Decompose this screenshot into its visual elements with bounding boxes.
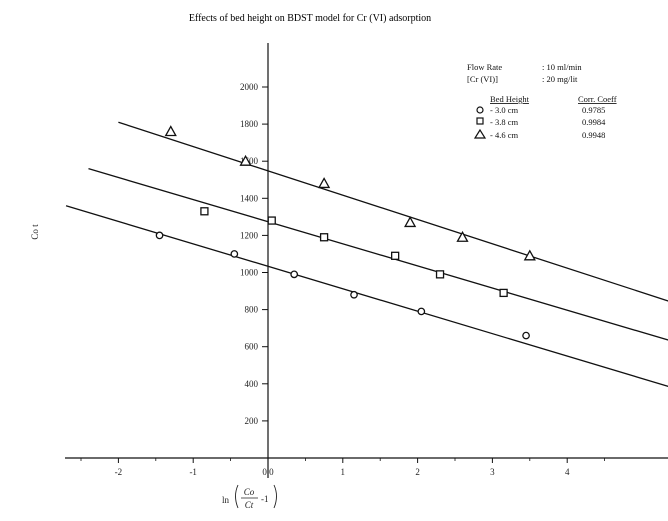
legend-marker-triangle <box>473 128 487 139</box>
y-tick-label: 2000 <box>240 82 259 92</box>
point-series-3 <box>523 249 536 261</box>
legend-marker-circle <box>476 106 484 114</box>
point-series-1 <box>522 331 530 340</box>
fit-line-series-1 <box>65 205 668 388</box>
axes: -2 -1 0.0 1 2 3 4 200 400 600 800 1000 1200 1400 1600 1… <box>65 43 668 478</box>
y-tick-label: 1600 <box>240 156 259 166</box>
x-tick-label: 2 <box>415 467 420 477</box>
legend-series-1-name: - 3.0 cm <box>490 105 518 115</box>
x-tick-label: 1 <box>341 467 346 477</box>
x-axis-label-ln: ln <box>222 495 230 505</box>
legend-corr-coeff-header: Corr. Coeff <box>578 94 617 104</box>
legend-flow-rate-label: Flow Rate <box>467 62 502 72</box>
legend-concentration-label: [Cr (VI)] <box>467 74 498 84</box>
legend-concentration-value: : 20 mg/lit <box>542 74 578 84</box>
legend-marker-square <box>476 117 484 125</box>
legend-series-3-name: - 4.6 cm <box>490 130 518 140</box>
point-series-2 <box>435 270 445 279</box>
point-series-3 <box>404 216 417 228</box>
x-tick-label: 0.0 <box>262 467 274 477</box>
point-series-2 <box>319 233 329 242</box>
x-axis-label-right-paren <box>273 484 277 509</box>
point-series-1 <box>155 231 164 240</box>
point-series-2 <box>267 216 276 225</box>
fit-line-series-2 <box>88 167 668 341</box>
chart-title: Effects of bed height on BDST model for … <box>189 13 431 24</box>
x-tick-label: 3 <box>490 467 495 477</box>
legend-series-2-corr: 0.9984 <box>582 117 606 127</box>
x-tick-label: 4 <box>565 467 570 477</box>
y-axis-label: Co t <box>30 224 40 240</box>
legend-flow-rate-value: : 10 ml/min <box>542 62 582 72</box>
legend-series-1-corr: 0.9785 <box>582 105 605 115</box>
x-axis-label-minus-one: -1 <box>261 494 269 504</box>
y-tick-label: 1400 <box>240 193 259 203</box>
point-series-3 <box>317 177 331 189</box>
y-tick-label: 600 <box>245 342 259 352</box>
fit-line-series-3 <box>118 121 668 302</box>
legend-series-2-name: - 3.8 cm <box>490 117 518 127</box>
point-series-2 <box>499 288 508 298</box>
point-series-1 <box>230 250 239 258</box>
point-series-3 <box>239 154 252 166</box>
point-series-2 <box>391 251 400 260</box>
fit-lines <box>65 121 668 388</box>
legend: Flow Rate : 10 ml/min [Cr (VI)] : 20 mg/… <box>467 62 617 140</box>
point-series-3 <box>456 230 469 242</box>
y-tick-label: 400 <box>245 379 259 389</box>
y-tick-label: 200 <box>245 416 259 426</box>
point-series-2 <box>200 207 209 216</box>
data-points <box>155 125 536 340</box>
legend-bed-height-header: Bed Height <box>490 94 530 104</box>
point-series-1 <box>417 307 426 316</box>
y-tick-label: 1800 <box>240 119 259 129</box>
point-series-1 <box>290 270 299 279</box>
x-axis-label-left-paren <box>235 484 239 509</box>
y-tick-label: 1200 <box>240 230 259 240</box>
point-series-3 <box>164 125 177 137</box>
y-tick-label: 1000 <box>240 268 259 278</box>
x-axis-label-numerator: Co <box>244 487 255 497</box>
x-axis-label-denominator: Ct <box>245 500 254 510</box>
legend-series-3-corr: 0.9948 <box>582 130 605 140</box>
x-axis-label: ln Co Ct -1 <box>222 484 277 510</box>
point-series-1 <box>350 290 358 299</box>
x-tick-label: -2 <box>115 467 123 477</box>
y-tick-label: 800 <box>245 305 259 315</box>
x-tick-label: -1 <box>189 467 197 477</box>
